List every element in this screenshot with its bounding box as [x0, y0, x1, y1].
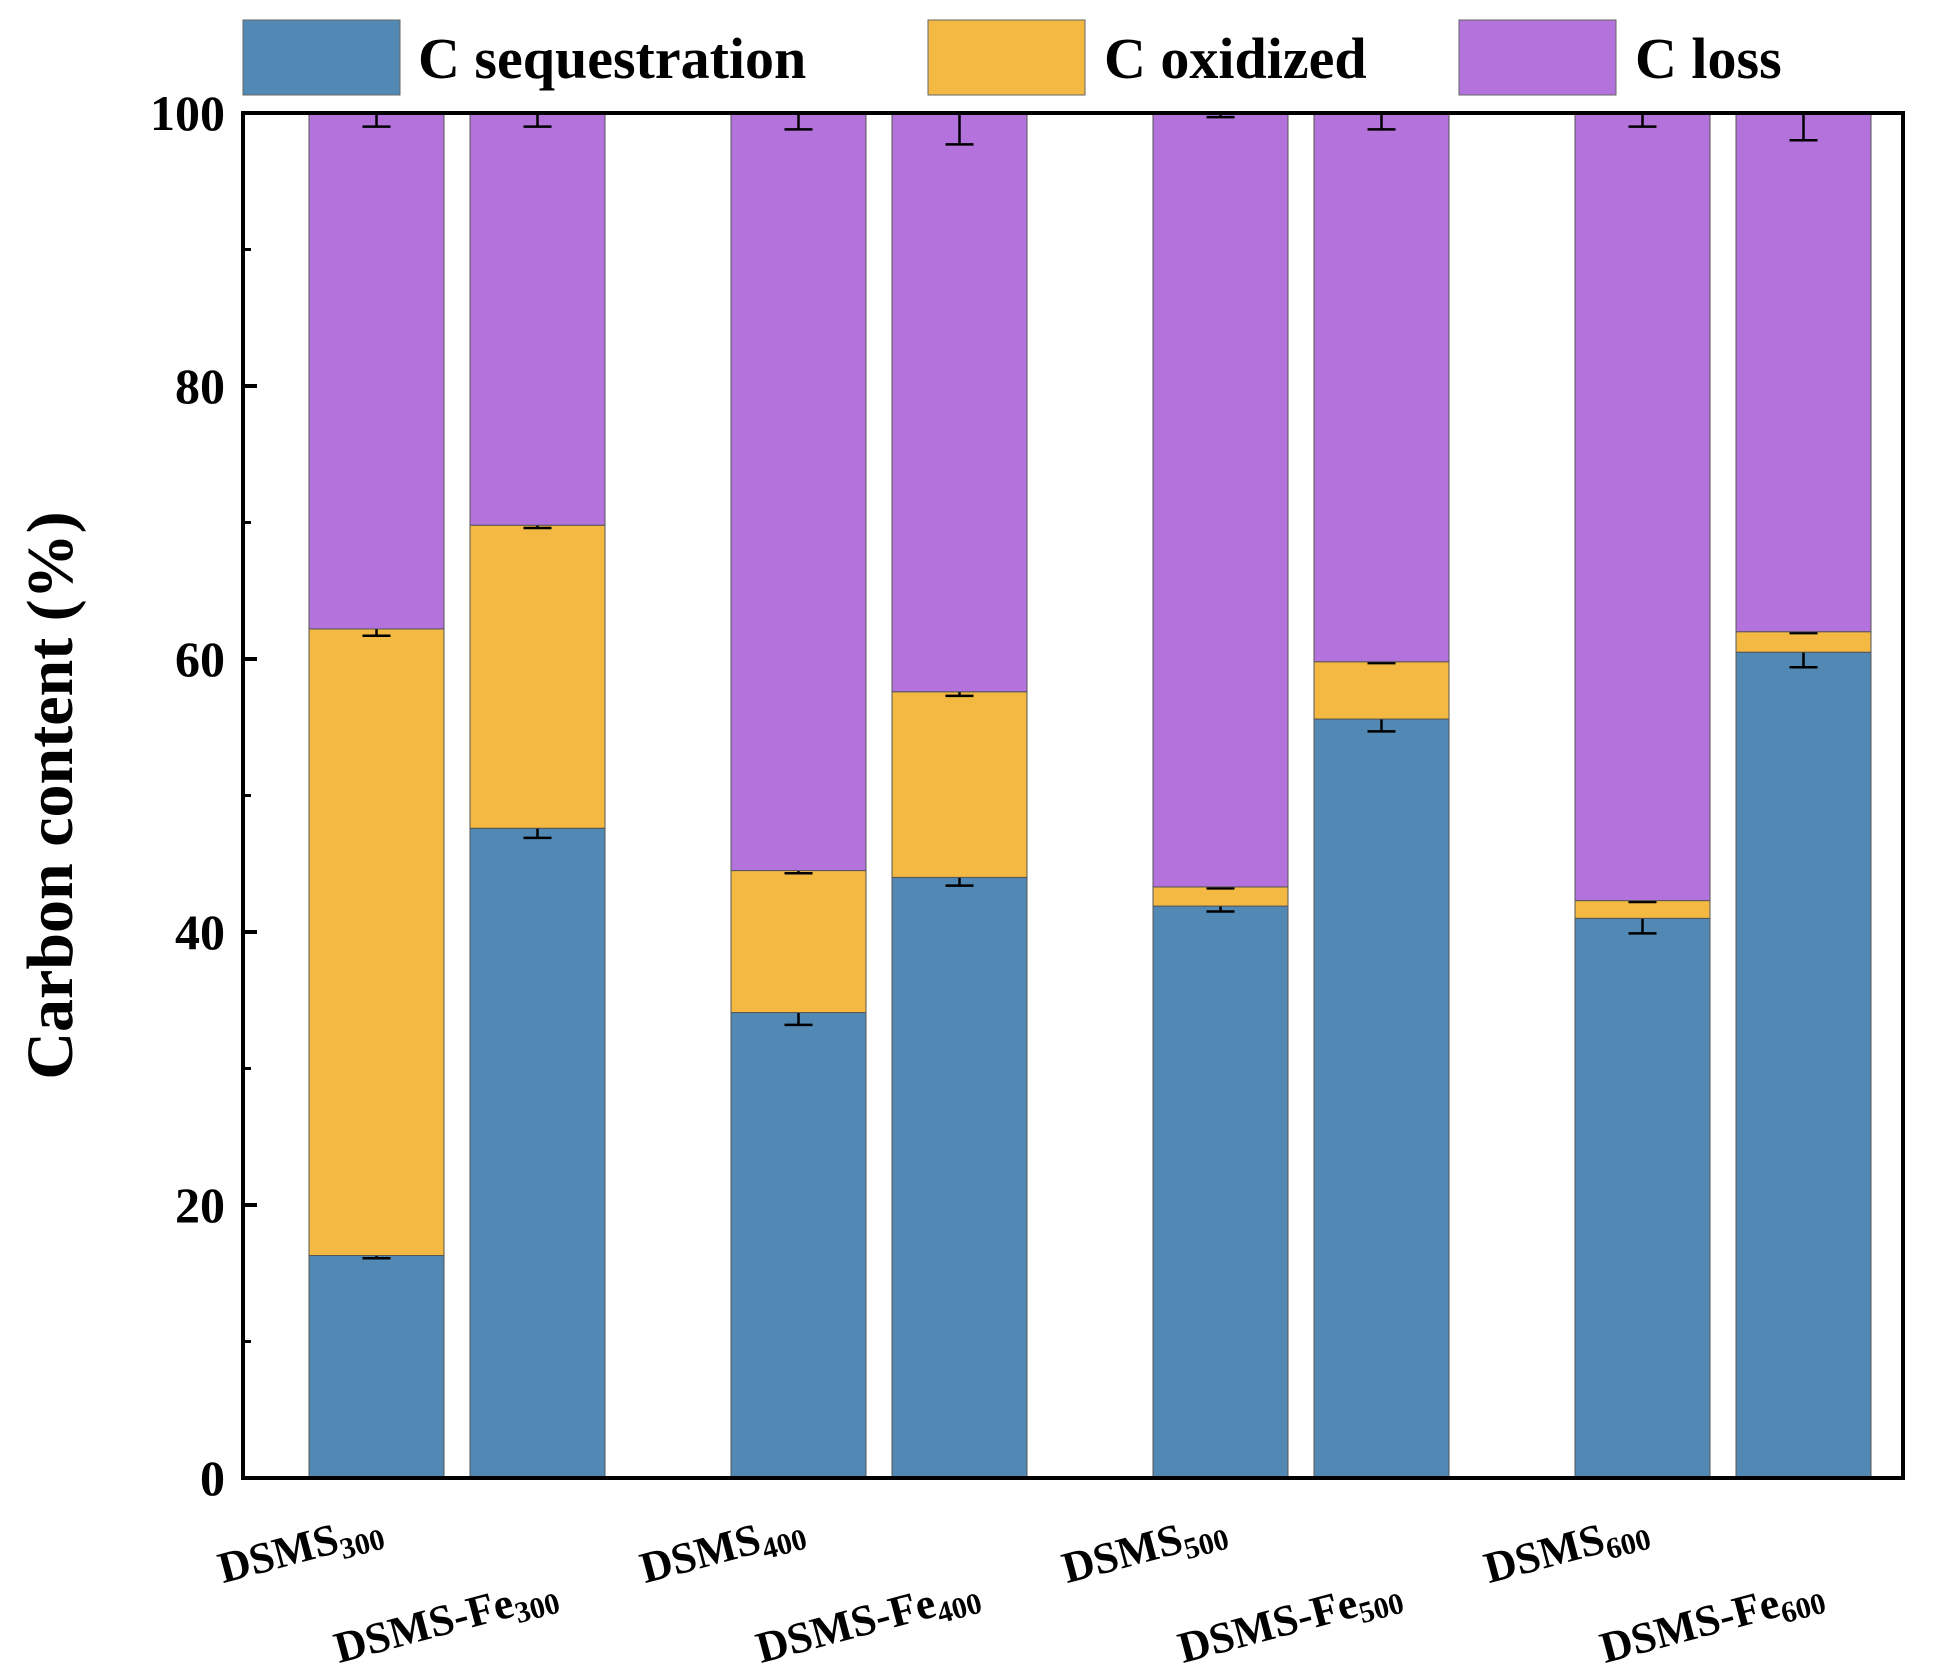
y-axis: 0 20 40 60 80 100 [150, 85, 257, 1506]
error-bar-c-loss-dsms-fe500 [1367, 113, 1396, 131]
x-tick-label: DSMS-Fe500 [1173, 1566, 1408, 1670]
bar-c-loss-dsms-fe500 [1313, 112, 1450, 663]
bar-c-sequestration-dsms-fe300 [469, 827, 606, 1479]
error-bar-c-sequestration-dsms600 [1628, 918, 1657, 935]
error-bar-c-sequestration-dsms500 [1206, 906, 1235, 913]
x-tick-label-subscript: 500 [1180, 1523, 1232, 1567]
bar-c-loss-dsms400 [730, 112, 867, 872]
x-tick-label: DSMS600 [1479, 1502, 1655, 1597]
x-tick-label-base: DSMS [1479, 1514, 1610, 1593]
y-tick-label: 0 [200, 1450, 225, 1506]
legend-item-c-oxidized: C oxidized [927, 19, 1367, 96]
error-bar-c-sequestration-dsms-fe400 [945, 877, 974, 887]
bar-c-oxidized-dsms400 [730, 870, 867, 1014]
bar-c-sequestration-dsms-fe500 [1313, 718, 1450, 1479]
bar-c-sequestration-dsms300 [308, 1255, 445, 1479]
bar-c-sequestration-dsms-fe600 [1735, 651, 1872, 1479]
x-tick-label: DSMS500 [1057, 1502, 1233, 1597]
x-tick-label-subscript: 600 [1777, 1587, 1829, 1631]
error-bar-c-loss-dsms400 [784, 113, 813, 131]
error-bar-c-sequestration-dsms-fe300 [523, 828, 552, 840]
bar-c-sequestration-dsms600 [1574, 917, 1711, 1479]
bar-c-loss-dsms-fe600 [1735, 112, 1872, 633]
y-tick-label: 60 [175, 631, 225, 687]
bar-c-oxidized-dsms600 [1574, 900, 1711, 919]
y-tick-label: 20 [175, 1177, 225, 1233]
bar-c-loss-dsms600 [1574, 112, 1711, 902]
legend-item-c-loss: C loss [1458, 19, 1782, 96]
x-tick-label-base: DSMS [635, 1514, 766, 1593]
bar-c-loss-dsms300 [308, 112, 445, 630]
legend-swatch [242, 19, 401, 96]
bar-c-sequestration-dsms-fe400 [891, 876, 1028, 1479]
y-tick-label: 40 [175, 904, 225, 960]
x-tick-label-base: DSMS [1057, 1514, 1188, 1593]
bars-group [308, 112, 1872, 1479]
error-bar-c-sequestration-dsms400 [784, 1012, 813, 1027]
bar-c-loss-dsms-fe300 [469, 112, 606, 526]
x-tick-label-base: DSMS [213, 1514, 344, 1593]
x-tick-label: DSMS-Fe300 [329, 1566, 564, 1670]
error-bar-c-sequestration-dsms-fe600 [1789, 652, 1818, 669]
x-tick-label: DSMS-Fe400 [751, 1566, 986, 1670]
bar-c-oxidized-dsms-fe600 [1735, 631, 1872, 653]
legend-label: C loss [1635, 26, 1782, 91]
x-tick-label: DSMS-Fe600 [1595, 1566, 1830, 1670]
error-bar-c-loss-dsms-fe400 [945, 113, 974, 146]
x-tick-label: DSMS300 [213, 1502, 389, 1597]
legend-label: C oxidized [1104, 26, 1367, 91]
error-bar-c-loss-dsms600 [1628, 113, 1657, 128]
bar-c-oxidized-dsms500 [1152, 886, 1289, 907]
bar-c-oxidized-dsms-fe500 [1313, 661, 1450, 720]
x-tick-label: DSMS400 [635, 1502, 811, 1597]
bar-c-loss-dsms-fe400 [891, 112, 1028, 693]
error-bar-c-loss-dsms300 [362, 113, 391, 128]
x-tick-label-base: DSMS-Fe [329, 1578, 519, 1670]
bar-c-sequestration-dsms400 [730, 1012, 867, 1479]
x-tick-label-subscript: 600 [1602, 1523, 1654, 1567]
error-bar-c-loss-dsms-fe600 [1789, 113, 1818, 142]
x-tick-label-subscript: 400 [933, 1587, 985, 1631]
legend-swatch [1458, 19, 1617, 96]
x-tick-label-base: DSMS-Fe [1173, 1578, 1363, 1670]
x-axis: DSMS300DSMS-Fe300DSMS400DSMS-Fe400DSMS50… [213, 1502, 1830, 1670]
legend-label: C sequestration [418, 26, 806, 91]
y-axis-title: Carbon content (%) [14, 511, 87, 1079]
error-bar-c-sequestration-dsms-fe500 [1367, 719, 1396, 733]
error-bar-c-oxidized-dsms300 [362, 628, 391, 638]
x-tick-label-base: DSMS-Fe [751, 1578, 941, 1670]
bar-c-oxidized-dsms300 [308, 628, 445, 1257]
x-tick-label-subscript: 500 [1355, 1587, 1407, 1631]
legend-item-c-sequestration: C sequestration [242, 19, 806, 96]
x-tick-label-base: DSMS-Fe [1595, 1578, 1785, 1670]
error-bar-c-oxidized-dsms-fe400 [945, 691, 974, 698]
bar-c-loss-dsms500 [1152, 112, 1289, 888]
x-tick-label-subscript: 300 [336, 1523, 388, 1567]
y-tick-label: 80 [175, 358, 225, 414]
bar-c-sequestration-dsms500 [1152, 905, 1289, 1479]
legend: C sequestration C oxidized C loss [242, 19, 1782, 96]
error-bar-c-loss-dsms-fe300 [523, 113, 552, 128]
bar-c-oxidized-dsms-fe400 [891, 691, 1028, 878]
x-tick-label-subscript: 400 [758, 1523, 810, 1567]
legend-swatch [927, 19, 1086, 96]
y-tick-label: 100 [150, 85, 225, 141]
bar-c-oxidized-dsms-fe300 [469, 524, 606, 829]
x-tick-label-subscript: 300 [511, 1587, 563, 1631]
